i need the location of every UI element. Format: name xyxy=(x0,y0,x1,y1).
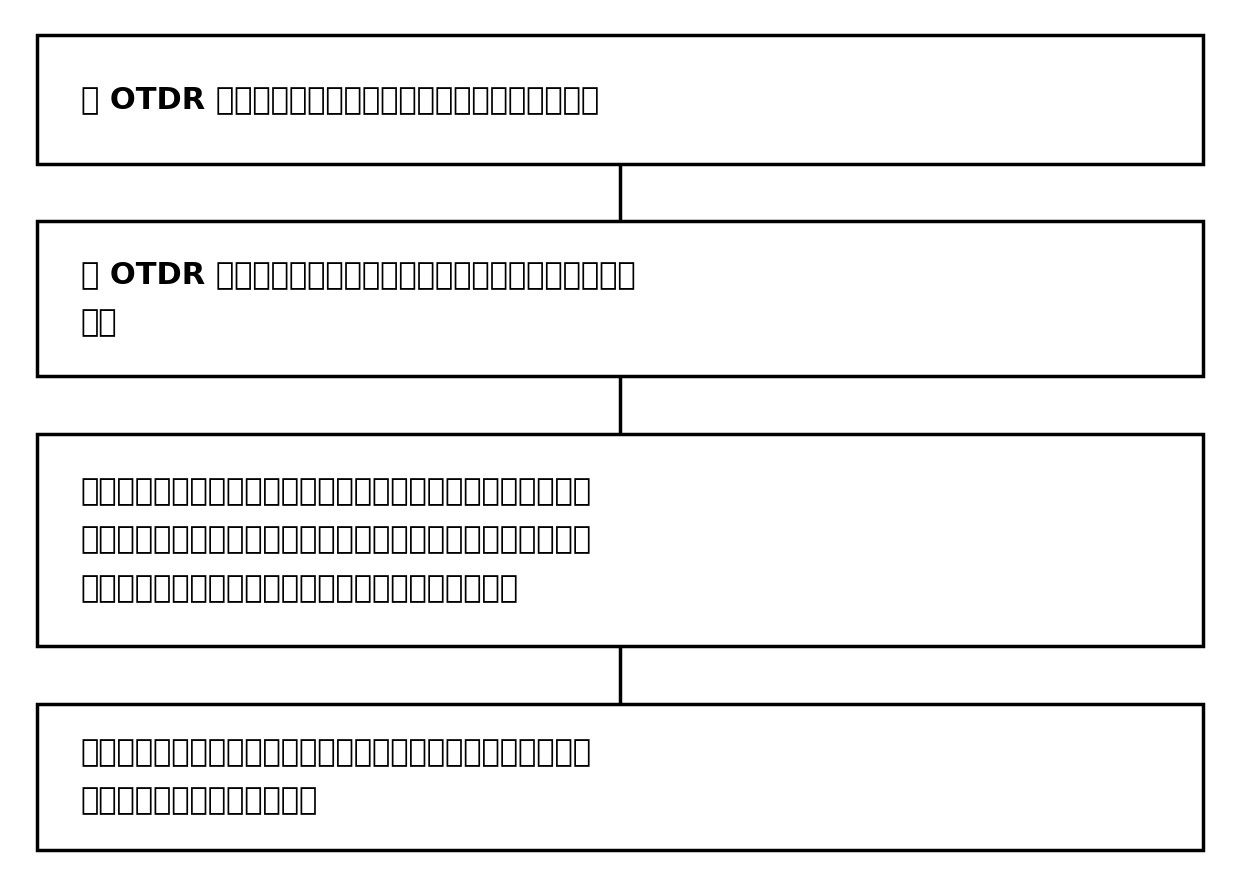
FancyBboxPatch shape xyxy=(37,221,1203,376)
FancyBboxPatch shape xyxy=(37,35,1203,164)
Text: 测试得到的曲线参与告警定位: 测试得到的曲线参与告警定位 xyxy=(81,787,317,815)
Text: 线某些特定位置点的累计损耗以及该测试参数下的动态值进行比: 线某些特定位置点的累计损耗以及该测试参数下的动态值进行比 xyxy=(81,526,591,554)
Text: 将 OTDR 模块所有测试参数条件下测得的动态值一一存储于模: 将 OTDR 模块所有测试参数条件下测得的动态值一一存储于模 xyxy=(81,260,635,289)
Text: 用得到的新测试参数，对断裂后的被测线路重新进行测试，用新: 用得到的新测试参数，对断裂后的被测线路重新进行测试，用新 xyxy=(81,738,591,766)
Text: 块中: 块中 xyxy=(81,309,117,337)
FancyBboxPatch shape xyxy=(37,704,1203,850)
FancyBboxPatch shape xyxy=(37,434,1203,646)
Text: 对 OTDR 模块进行告警参考曲线信息配置并存储于模块中: 对 OTDR 模块进行告警参考曲线信息配置并存储于模块中 xyxy=(81,85,599,114)
Text: 当发现光纤断裂时，根据当前测试曲线的链长，链损耗，参考曲: 当发现光纤断裂时，根据当前测试曲线的链长，链损耗，参考曲 xyxy=(81,477,591,505)
Text: 较分析，优选出适合断裂后的测试线路的最优测试参数: 较分析，优选出适合断裂后的测试线路的最优测试参数 xyxy=(81,574,518,603)
